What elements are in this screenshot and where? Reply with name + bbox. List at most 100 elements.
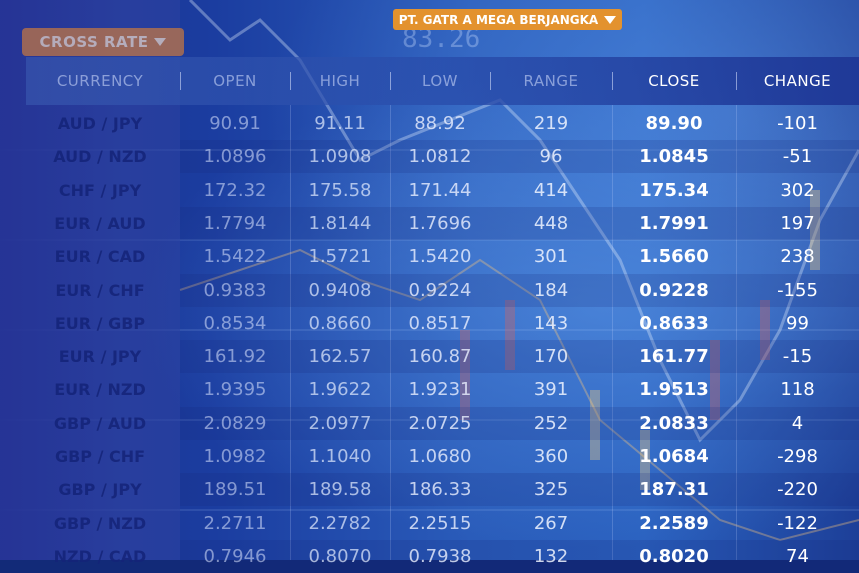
cell-open: 161.92 <box>203 346 267 368</box>
cell-change: -15 <box>782 346 813 368</box>
column-header-high: HIGH <box>319 72 361 90</box>
cell-low: 1.9231 <box>408 379 472 401</box>
cell-low: 1.7696 <box>408 212 472 234</box>
cross-rate-dropdown[interactable]: CROSS RATE <box>22 28 184 56</box>
cell-close: 1.5660 <box>639 246 709 268</box>
table-row <box>180 140 859 174</box>
cell-low: 171.44 <box>408 179 472 201</box>
cell-change: -155 <box>777 279 818 301</box>
cell-close: 2.2589 <box>639 512 709 534</box>
column-divider <box>290 105 291 560</box>
cell-range: 143 <box>533 312 569 334</box>
table-header-bar <box>26 57 859 105</box>
cell-close: 0.8633 <box>639 312 709 334</box>
cell-range: 184 <box>533 279 569 301</box>
column-header-open: OPEN <box>213 72 257 90</box>
cell-currency: NZD / CAD <box>53 546 147 566</box>
cell-currency: EUR / GBP <box>54 313 146 333</box>
cell-open: 0.8534 <box>203 312 267 334</box>
cell-high: 0.9408 <box>308 279 372 301</box>
cell-open: 1.7794 <box>203 212 267 234</box>
cell-low: 2.2515 <box>408 512 472 534</box>
header-separator <box>290 72 291 90</box>
cell-low: 0.9224 <box>408 279 472 301</box>
cell-change: -122 <box>777 512 818 534</box>
cross-rate-label: CROSS RATE <box>39 33 149 51</box>
column-header-low: LOW <box>422 72 458 90</box>
cell-currency: EUR / JPY <box>58 347 142 367</box>
cell-change: 4 <box>791 412 804 434</box>
column-divider <box>736 105 737 560</box>
header-separator <box>390 72 391 90</box>
company-title: PT. GATR A MEGA BERJANGKA <box>398 12 599 27</box>
column-header-range: RANGE <box>523 72 579 90</box>
cell-high: 0.8660 <box>308 312 372 334</box>
cell-open: 1.9395 <box>203 379 267 401</box>
cell-low: 0.8517 <box>408 312 472 334</box>
cell-open: 2.0829 <box>203 412 267 434</box>
cell-open: 1.0982 <box>203 446 267 467</box>
header-separator <box>180 72 181 90</box>
cell-high: 1.5721 <box>308 246 372 268</box>
cell-change: -220 <box>777 479 818 501</box>
column-divider <box>612 105 613 560</box>
cell-high: 1.8144 <box>308 212 372 234</box>
cell-low: 186.33 <box>408 479 472 501</box>
cell-close: 161.77 <box>639 346 709 368</box>
cell-currency: GBP / NZD <box>53 513 147 533</box>
cell-range: 391 <box>533 379 569 401</box>
cell-open: 172.32 <box>203 179 267 201</box>
cell-high: 2.2782 <box>308 512 372 534</box>
cell-close: 1.0845 <box>639 146 709 168</box>
column-header-currency: CURRENCY <box>56 72 144 90</box>
cell-change: 118 <box>780 379 815 401</box>
cell-high: 1.9622 <box>308 379 372 401</box>
cell-close: 0.8020 <box>639 545 709 567</box>
cell-close: 1.0684 <box>639 446 709 467</box>
cell-change: 74 <box>786 545 809 567</box>
cell-currency: EUR / AUD <box>54 213 146 233</box>
cell-currency: AUD / NZD <box>53 147 147 167</box>
cell-close: 1.9513 <box>639 379 709 401</box>
cell-range: 301 <box>533 246 569 268</box>
cell-high: 0.8070 <box>308 545 372 567</box>
header-separator <box>612 72 613 90</box>
cell-change: 99 <box>786 312 809 334</box>
cell-open: 90.91 <box>209 113 261 134</box>
cell-low: 1.5420 <box>408 246 472 268</box>
cell-close: 175.34 <box>639 179 709 201</box>
cell-currency: GBP / AUD <box>53 413 147 433</box>
cell-currency: AUD / JPY <box>57 114 143 133</box>
cell-low: 1.0812 <box>408 146 472 168</box>
chevron-down-icon <box>154 38 167 46</box>
cell-close: 187.31 <box>639 479 709 501</box>
cell-currency: EUR / CAD <box>54 247 146 267</box>
cell-low: 1.0680 <box>408 446 472 467</box>
column-header-change: CHANGE <box>763 72 832 90</box>
cell-change: 302 <box>780 179 815 201</box>
column-divider <box>390 105 391 560</box>
cell-range: 252 <box>533 412 569 434</box>
cell-high: 1.1040 <box>308 446 372 467</box>
header-separator <box>490 72 491 90</box>
cell-change: -298 <box>777 446 818 467</box>
cell-high: 1.0908 <box>308 146 372 168</box>
table-row <box>180 206 859 240</box>
company-dropdown[interactable]: PT. GATR A MEGA BERJANGKA <box>393 9 622 30</box>
cell-range: 360 <box>533 446 569 467</box>
cell-high: 175.58 <box>308 179 372 201</box>
cell-currency: EUR / NZD <box>54 380 146 400</box>
cell-high: 2.0977 <box>308 412 372 434</box>
cell-range: 267 <box>533 512 569 534</box>
cell-low: 160.87 <box>408 346 472 368</box>
cell-change: 197 <box>780 212 815 234</box>
cell-range: 132 <box>533 545 569 567</box>
cell-change: -51 <box>782 146 813 168</box>
table-row <box>180 473 859 507</box>
cell-high: 91.11 <box>314 113 366 134</box>
chevron-down-icon <box>604 15 617 24</box>
cell-open: 1.0896 <box>203 146 267 168</box>
header-separator <box>736 72 737 90</box>
cell-open: 2.2711 <box>203 512 267 534</box>
cell-currency: GBP / CHF <box>54 447 146 466</box>
